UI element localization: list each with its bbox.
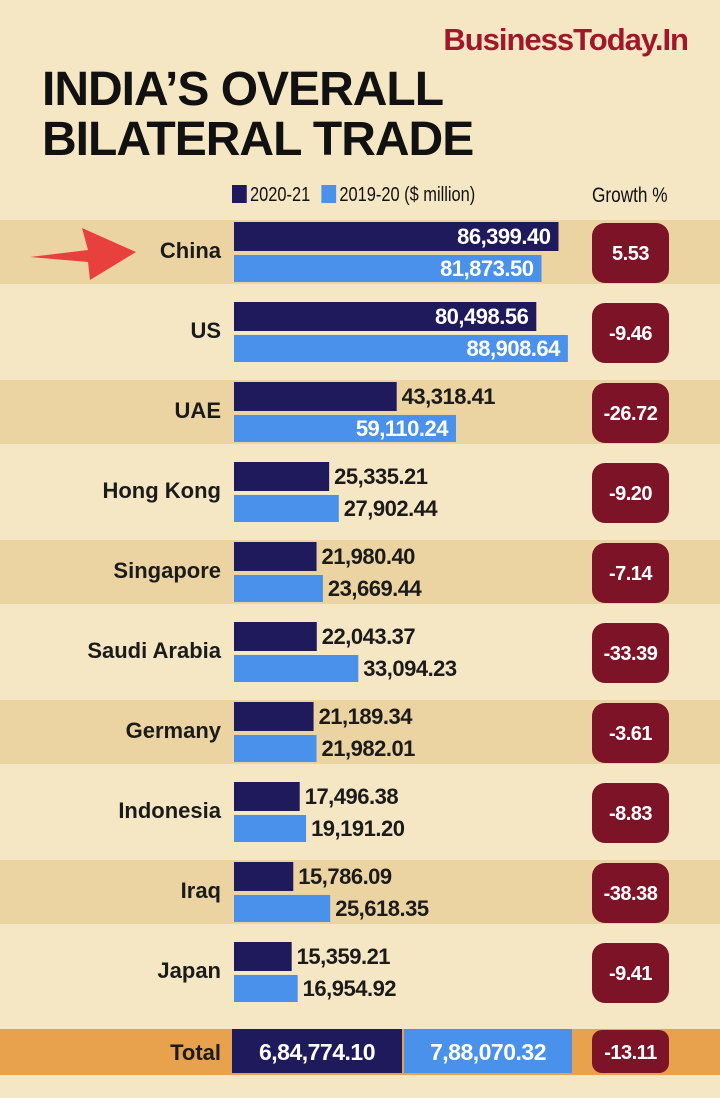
bar-2019-20 [234, 975, 298, 1002]
growth-badge [592, 223, 669, 283]
growth-value: -3.61 [609, 723, 652, 745]
bar-2020-21 [234, 302, 537, 331]
bar-2019-20 [234, 575, 323, 602]
bar-2020-21 [234, 862, 294, 891]
bar-2019-20 [234, 415, 456, 442]
growth-value: -38.38 [604, 883, 658, 905]
data-label-2020-21: 43,318.41 [402, 384, 496, 409]
data-label-2019-20: 19,191.20 [311, 816, 405, 841]
growth-value: -9.20 [609, 483, 652, 505]
growth-column-header: Growth % [592, 184, 668, 207]
data-label-2020-21: 22,043.37 [322, 624, 416, 649]
category-label: Indonesia [118, 798, 221, 823]
growth-badge [592, 383, 669, 443]
growth-badge [592, 783, 669, 843]
data-label-2019-20: 21,982.01 [322, 736, 416, 761]
growth-badge [592, 543, 669, 603]
category-label: Japan [157, 958, 221, 983]
category-label: US [190, 318, 221, 343]
legend-label-2020-21: 2020-21 [250, 184, 311, 206]
growth-value: -8.83 [609, 803, 652, 825]
bar-2019-20 [234, 895, 331, 922]
category-label: Iraq [181, 878, 221, 903]
total-box-2020-21 [232, 1029, 402, 1073]
bar-2020-21 [234, 462, 330, 491]
data-label-2019-20: 59,110.24 [356, 416, 449, 441]
legend-swatch-2019-20 [321, 185, 337, 203]
bar-2020-21 [234, 542, 317, 571]
data-label-2019-20: 23,669.44 [328, 576, 423, 601]
data-label-2019-20: 25,618.35 [335, 896, 429, 921]
bar-2020-21 [234, 702, 314, 731]
total-growth-value: -13.11 [604, 1042, 657, 1064]
data-label-2020-21: 86,399.40 [457, 224, 551, 249]
total-label: Total [170, 1040, 221, 1065]
bar-2019-20 [234, 255, 542, 282]
growth-value: -26.72 [604, 403, 658, 425]
growth-badge [592, 623, 669, 683]
legend-units: ($ million) [404, 184, 476, 206]
legend-label-2019-20: 2019-20 [339, 184, 400, 206]
data-label-2020-21: 17,496.38 [305, 784, 399, 809]
legend: 2020-21 2019-20 ($ million) [232, 184, 475, 207]
data-label-2020-21: 25,335.21 [334, 464, 428, 489]
data-label-2019-20: 81,873.50 [440, 256, 534, 281]
category-label: Germany [126, 718, 222, 743]
bar-2019-20 [234, 495, 339, 522]
legend-swatch-2020-21 [232, 185, 247, 203]
growth-badge [592, 863, 669, 923]
total-value-2020-21: 6,84,774.10 [259, 1039, 375, 1065]
category-label: Singapore [113, 558, 221, 583]
growth-badge [592, 943, 669, 1003]
data-label-2019-20: 88,908.64 [467, 336, 562, 361]
total-growth-badge [592, 1030, 669, 1073]
growth-badge [592, 303, 669, 363]
data-label-2019-20: 27,902.44 [344, 496, 439, 521]
chart-title-line-1: INDIA’S OVERALL [42, 63, 444, 116]
bar-2020-21 [234, 622, 317, 651]
brand-logo: BusinessToday.In [443, 22, 689, 57]
data-label-2019-20: 16,954.92 [303, 976, 397, 1001]
data-label-2020-21: 21,189.34 [319, 704, 414, 729]
growth-value: -33.39 [604, 643, 658, 665]
bar-2020-21 [234, 382, 397, 411]
category-label: Saudi Arabia [87, 638, 221, 663]
category-label: Hong Kong [102, 478, 221, 503]
growth-value: 5.53 [612, 243, 649, 265]
total-box-2019-20 [404, 1029, 572, 1073]
bar-2019-20 [234, 655, 359, 682]
bar-2020-21 [234, 222, 559, 251]
growth-value: -9.41 [609, 963, 652, 985]
data-label-2020-21: 80,498.56 [435, 304, 529, 329]
bar-2019-20 [234, 735, 317, 762]
bar-2020-21 [234, 782, 300, 811]
bar-2019-20 [234, 815, 307, 842]
bar-2020-21 [234, 942, 292, 971]
total-value-2019-20: 7,88,070.32 [430, 1039, 546, 1065]
red-arrow-icon [30, 228, 136, 280]
growth-value: -7.14 [609, 563, 653, 585]
bar-2019-20 [234, 335, 568, 362]
category-label: China [160, 238, 222, 263]
category-label: UAE [175, 398, 221, 423]
growth-badge [592, 703, 669, 763]
growth-value: -9.46 [609, 323, 652, 345]
data-label-2020-21: 15,359.21 [297, 944, 391, 969]
chart-title-line-2: BILATERAL TRADE [42, 113, 474, 166]
growth-badge [592, 463, 669, 523]
data-label-2020-21: 21,980.40 [322, 544, 416, 569]
data-label-2020-21: 15,786.09 [298, 864, 392, 889]
data-label-2019-20: 33,094.23 [363, 656, 457, 681]
